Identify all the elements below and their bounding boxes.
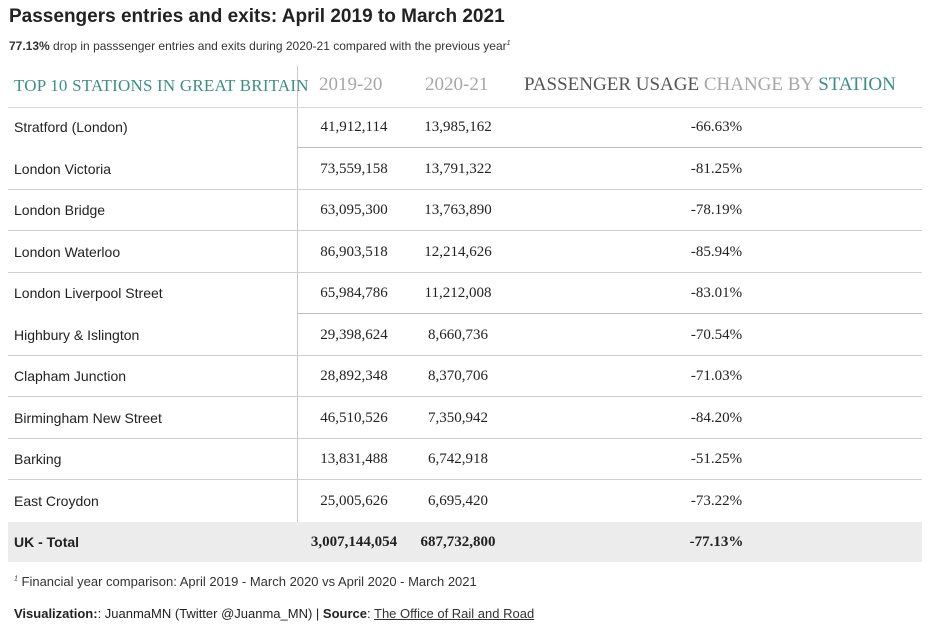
- value-2020-21: 12,214,626: [424, 243, 492, 260]
- station-name: London Bridge: [14, 202, 106, 218]
- change-value: -78.19%: [690, 202, 743, 218]
- header-divider: [8, 107, 922, 108]
- value-2019-20: 63,095,300: [320, 202, 388, 218]
- station-name: London Liverpool Street: [14, 285, 163, 301]
- value-2019-20: 28,892,348: [320, 368, 388, 384]
- value-2020-21: 13,763,890: [424, 202, 492, 218]
- value-2020-21: 13,985,162: [424, 119, 492, 135]
- value-2020-21: 8,660,736: [428, 326, 488, 343]
- station-name: London Waterloo: [14, 243, 121, 260]
- total-2019-20: 3,007,144,054: [310, 534, 398, 550]
- chart-title: Passengers entries and exits: April 2019…: [9, 6, 505, 27]
- value-2019-20: 46,510,526: [320, 409, 388, 426]
- change-value: -66.63%: [690, 119, 743, 135]
- row-divider: [297, 313, 922, 314]
- station-name: Clapham Junction: [14, 368, 127, 384]
- header-change: PASSENGER USAGE CHANGE BY STATION: [524, 74, 896, 96]
- viz-text: : JuanmaMN (Twitter @Juanma_MN) |: [97, 606, 323, 621]
- total-2020-21: 687,732,800: [420, 534, 496, 550]
- row-divider: [8, 437, 922, 439]
- station-name: East Croydon: [14, 492, 99, 509]
- value-2020-21: 11,212,008: [424, 285, 492, 301]
- station-name: Barking: [14, 451, 62, 467]
- value-2019-20: 73,559,158: [320, 160, 388, 177]
- subtitle-highlight: 77.13%: [9, 39, 50, 53]
- value-2019-20: 65,984,786: [320, 285, 388, 301]
- source-link[interactable]: The Office of Rail and Road: [374, 606, 535, 621]
- value-2019-20: 25,005,626: [320, 492, 388, 509]
- chart-subtitle: 77.13% drop in passsenger entries and ex…: [9, 39, 511, 53]
- footnote-marker: 1: [14, 575, 18, 583]
- credits: Visualization:: JuanmaMN (Twitter @Juanm…: [14, 606, 534, 621]
- footnote: 1 Financial year comparison: April 2019 …: [14, 574, 477, 589]
- total-change: -77.13%: [689, 534, 744, 550]
- viz-label: Visualization:: [14, 606, 98, 621]
- value-2020-21: 7,350,942: [428, 409, 488, 426]
- table-row: Barking 13,831,488 6,742,918 -51.25%: [8, 439, 922, 480]
- row-divider: [8, 354, 922, 356]
- header-change-part1: PASSENGER USAGE: [524, 74, 700, 95]
- value-2019-20: 41,912,114: [320, 119, 388, 135]
- header-change-part3: STATION: [813, 74, 896, 95]
- table-row: Highbury & Islington 29,398,624 8,660,736 -…: [8, 315, 922, 356]
- change-value: -84.20%: [690, 409, 743, 426]
- station-name: Birmingham New Street: [14, 409, 162, 426]
- station-name: Highbury & Islington: [14, 326, 140, 343]
- value-2019-20: 29,398,624: [320, 326, 388, 343]
- total-station: UK - Total: [14, 534, 80, 550]
- source-sep: :: [367, 606, 374, 621]
- row-divider: [8, 396, 922, 397]
- row-divider: [8, 230, 922, 231]
- change-value: -85.94%: [690, 243, 743, 260]
- total-row: UK - Total 3,007,144,054 687,732,800 -77…: [8, 522, 922, 562]
- change-value: -71.03%: [690, 368, 743, 384]
- row-divider: [8, 479, 922, 480]
- value-2020-21: 6,695,420: [428, 492, 488, 509]
- table-row: London Waterloo 86,903,518 12,214,626 -85.9…: [8, 232, 922, 273]
- change-value: -70.54%: [690, 326, 743, 343]
- station-name: Stratford (London): [14, 119, 128, 135]
- row-divider: [297, 147, 922, 148]
- change-value: -73.22%: [690, 492, 743, 509]
- source-label: Source: [322, 606, 367, 621]
- table-row: Clapham Junction 28,892,348 8,370,706 -71.0…: [8, 356, 922, 397]
- value-2019-20: 13,831,488: [320, 451, 388, 467]
- header-stations: TOP 10 STATIONS IN GREAT BRITAIN: [14, 76, 309, 95]
- table-row: Stratford (London) 41,912,114 13,985,162 -6…: [8, 107, 922, 148]
- header-2020-21: 2020-21: [425, 74, 489, 95]
- table-row: London Bridge 63,095,300 13,763,890 -78.19%: [8, 190, 922, 231]
- value-2020-21: 6,742,918: [428, 451, 488, 467]
- subtitle-footnote-marker: 1: [506, 40, 511, 47]
- value-2020-21: 8,370,706: [428, 368, 488, 384]
- table-row: East Croydon 25,005,626 6,695,420 -73.22%: [8, 481, 922, 522]
- footnote-text: Financial year comparison: April 2019 - …: [17, 574, 477, 589]
- subtitle-text: drop in passsenger entries and exits dur…: [49, 39, 507, 53]
- header-change-part2: CHANGE BY: [699, 74, 814, 95]
- row-divider: [8, 271, 922, 273]
- change-value: -83.01%: [690, 285, 743, 301]
- change-value: -81.25%: [690, 160, 743, 177]
- table-row: London Liverpool Street 65,984,786 11,212,…: [8, 273, 922, 314]
- header-2019-20: 2019-20: [319, 74, 383, 95]
- value-2019-20: 86,903,518: [320, 243, 388, 260]
- change-value: -51.25%: [690, 451, 743, 467]
- row-divider: [8, 188, 922, 190]
- value-2020-21: 13,791,322: [424, 160, 492, 177]
- station-name: London Victoria: [14, 160, 112, 177]
- table-row: Birmingham New Street 46,510,526 7,350,942…: [8, 398, 922, 439]
- table-row: London Victoria 73,559,158 13,791,322 -81.2…: [8, 149, 922, 190]
- column-divider: [297, 66, 298, 522]
